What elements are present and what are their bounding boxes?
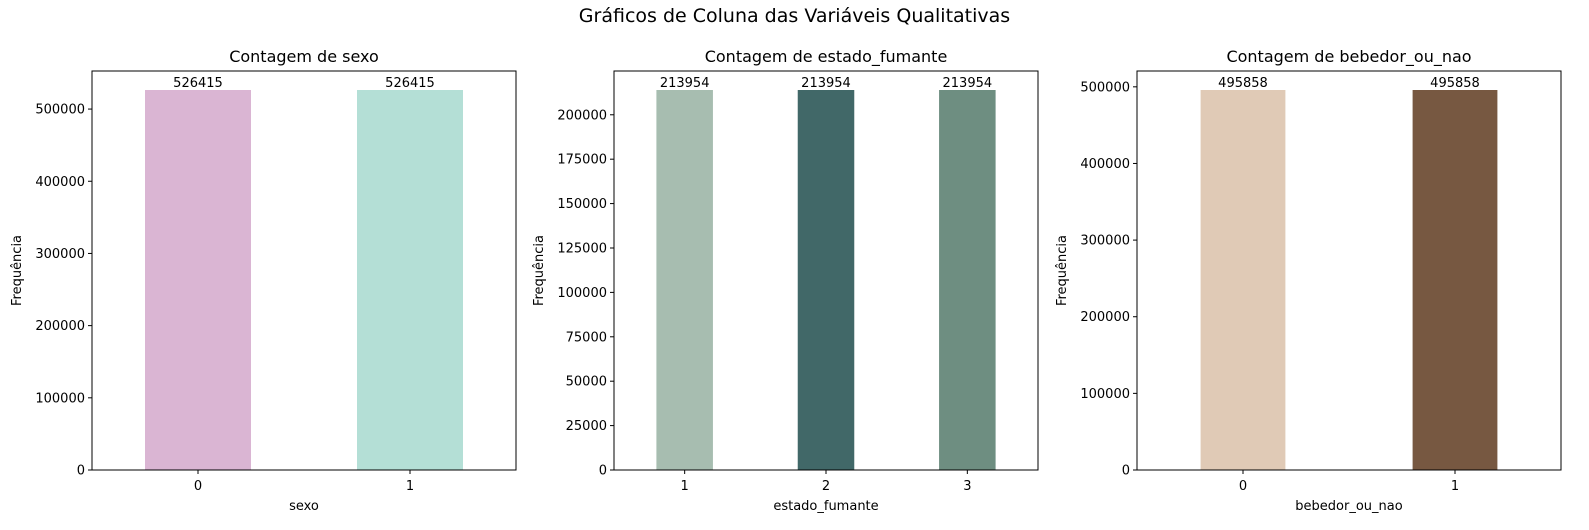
- y-tick-label: 300000: [1080, 234, 1130, 249]
- y-tick-label: 125000: [557, 241, 607, 256]
- x-axis-label: bebedor_ou_nao: [1295, 499, 1402, 514]
- x-tick-label: 1: [1451, 479, 1459, 494]
- chart-title: Contagem de sexo: [229, 47, 379, 66]
- y-tick-label: 175000: [557, 153, 607, 168]
- bar-data-label: 495858: [1430, 76, 1480, 91]
- x-tick-label: 1: [406, 479, 414, 494]
- bar-0: [145, 90, 251, 470]
- bar-2: [797, 90, 855, 470]
- bar-data-label: 526415: [385, 76, 435, 91]
- bar-data-label: 213954: [660, 76, 710, 91]
- y-tick-label: 200000: [1080, 310, 1130, 325]
- chart-title: Contagem de estado_fumante: [705, 47, 948, 67]
- x-tick-label: 2: [822, 479, 830, 494]
- y-tick-label: 200000: [35, 319, 85, 334]
- y-tick-label: 0: [1122, 464, 1130, 479]
- y-tick-label: 50000: [566, 375, 607, 390]
- bar-3: [939, 90, 996, 470]
- bar-data-label: 213954: [801, 76, 851, 91]
- y-tick-label: 100000: [1080, 387, 1130, 402]
- bar-data-label: 213954: [943, 76, 993, 91]
- y-tick-label: 400000: [1080, 157, 1130, 172]
- axes-frame: [1136, 70, 1562, 471]
- y-tick-label: 25000: [566, 419, 607, 434]
- bar-data-label: 495858: [1218, 76, 1268, 91]
- y-axis-label: Frequência: [10, 235, 25, 306]
- bar-1: [656, 90, 713, 470]
- x-tick-label: 1: [681, 479, 689, 494]
- y-tick-label: 150000: [557, 197, 607, 212]
- x-tick-label: 3: [963, 479, 971, 494]
- x-axis-label: estado_fumante: [773, 499, 878, 514]
- y-tick-label: 500000: [1080, 80, 1130, 95]
- bar-0: [1200, 90, 1286, 471]
- bar-1: [1412, 90, 1498, 471]
- bar-data-label: 526415: [173, 76, 223, 91]
- bar-1: [357, 90, 463, 470]
- axes-frame: [91, 70, 517, 471]
- y-tick-label: 500000: [35, 103, 85, 118]
- x-tick-label: 0: [194, 479, 202, 494]
- y-tick-label: 100000: [35, 391, 85, 406]
- y-tick-label: 0: [599, 464, 607, 479]
- x-tick-label: 0: [1239, 479, 1247, 494]
- figure-title: Gráficos de Coluna das Variáveis Qualita…: [578, 5, 1011, 27]
- y-axis-label: Frequência: [1055, 235, 1070, 306]
- y-axis-label: Frequência: [532, 235, 547, 306]
- y-tick-label: 400000: [35, 175, 85, 190]
- y-tick-label: 75000: [566, 330, 607, 345]
- y-tick-label: 100000: [557, 286, 607, 301]
- x-axis-label: sexo: [289, 499, 319, 514]
- y-tick-label: 200000: [557, 108, 607, 123]
- chart-title: Contagem de bebedor_ou_nao: [1226, 47, 1471, 67]
- y-tick-label: 0: [77, 464, 85, 479]
- y-tick-label: 300000: [35, 247, 85, 262]
